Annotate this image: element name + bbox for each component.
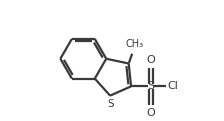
Text: CH₃: CH₃	[125, 39, 144, 49]
Text: O: O	[146, 108, 155, 118]
Text: Cl: Cl	[167, 81, 178, 91]
Text: S: S	[147, 81, 154, 91]
Text: O: O	[146, 55, 155, 64]
Text: S: S	[107, 98, 114, 109]
